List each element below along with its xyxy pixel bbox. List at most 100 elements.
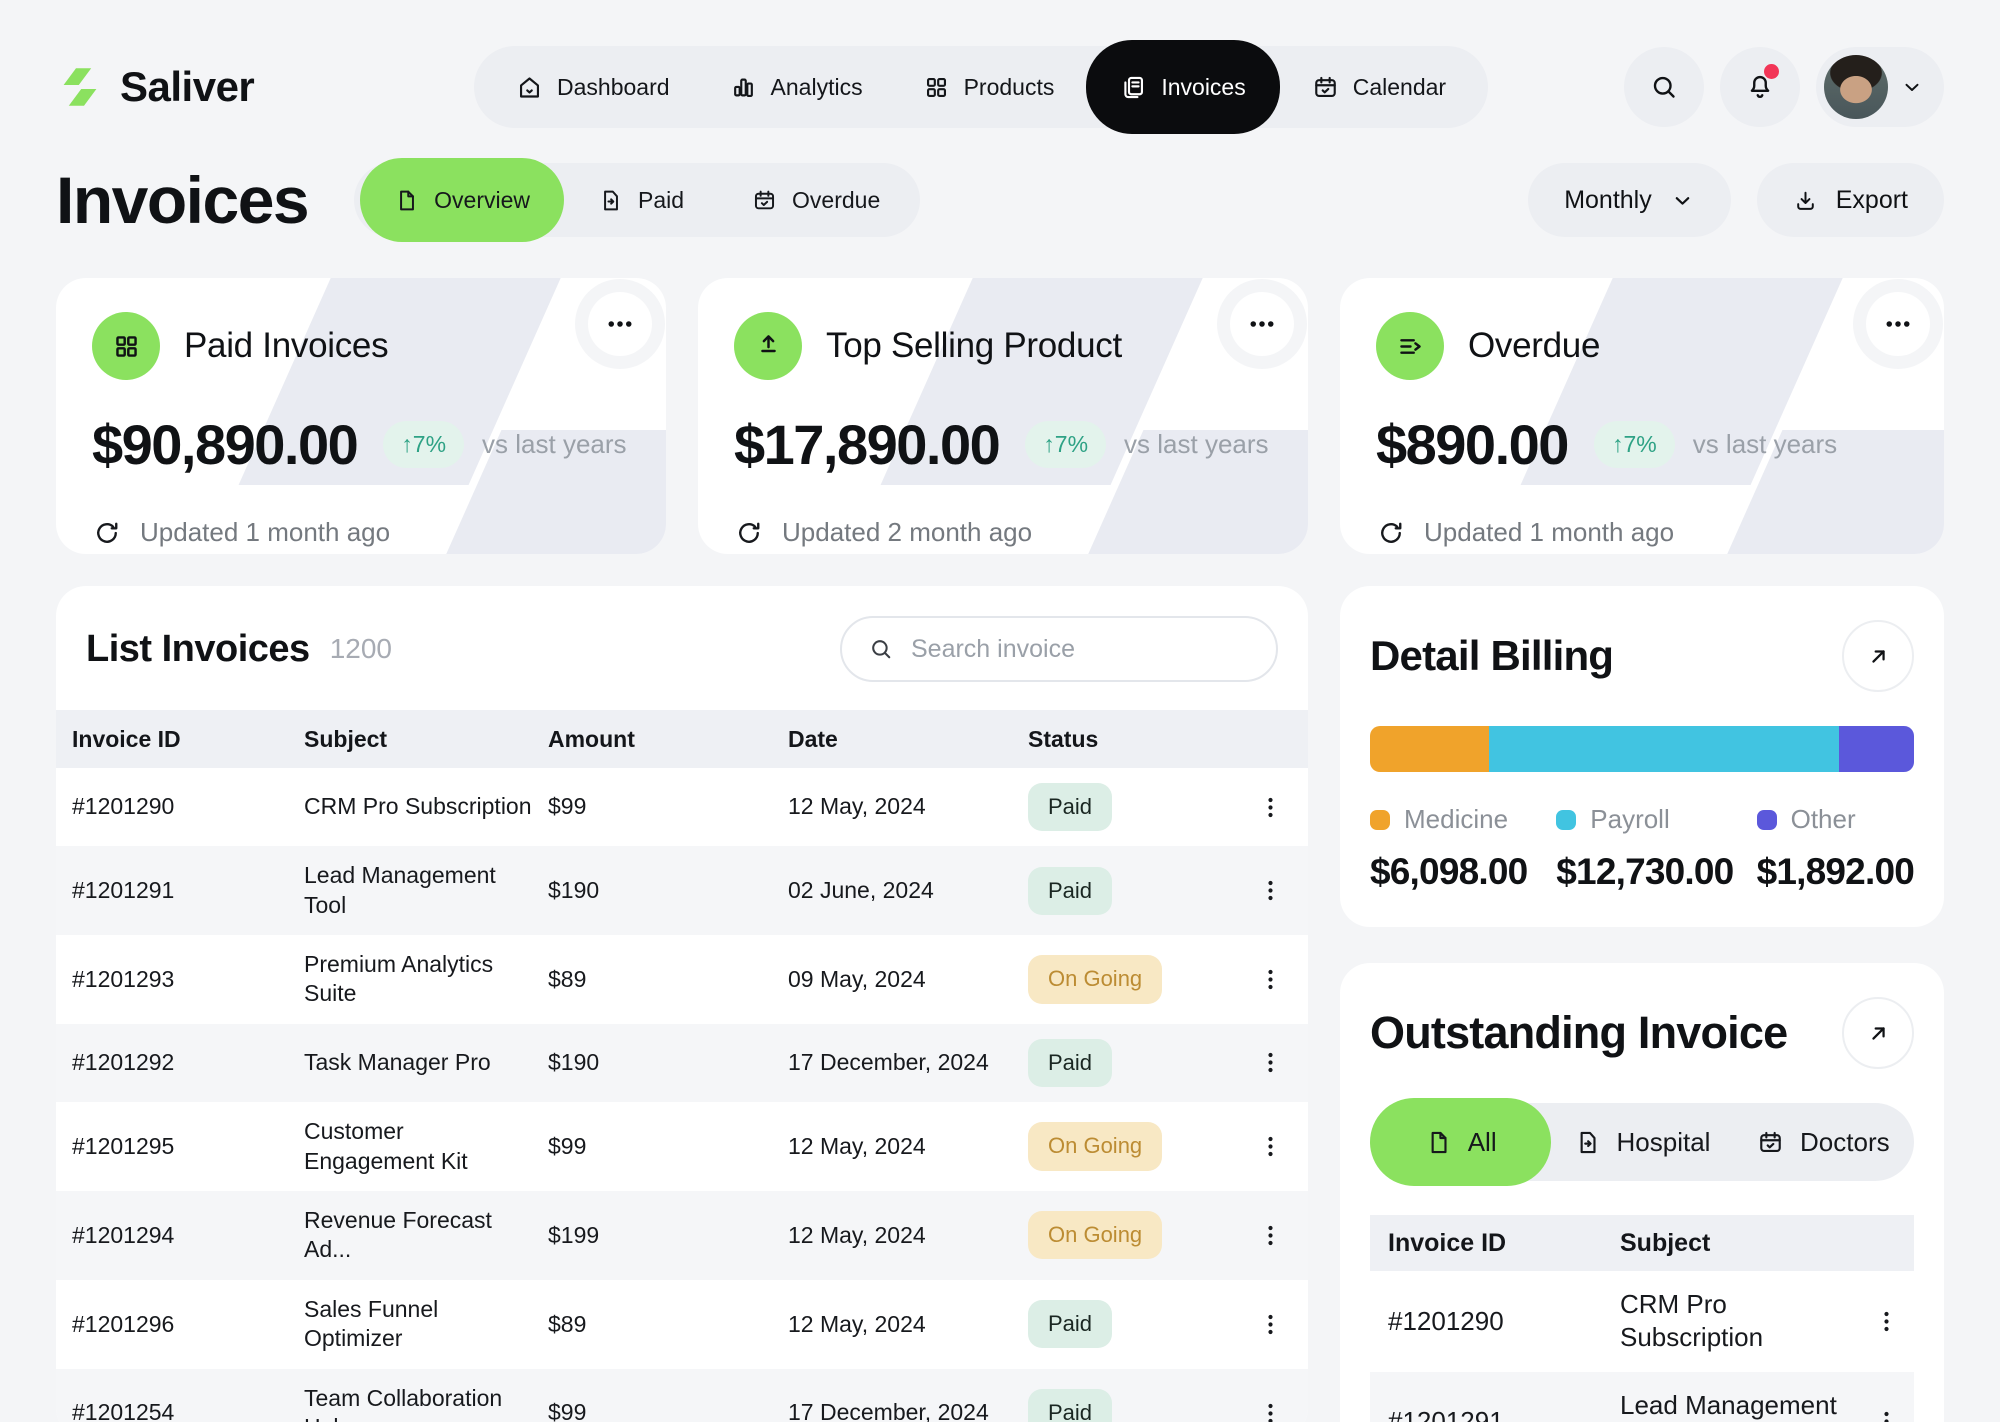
legend-dot (1556, 809, 1577, 830)
stat-card-top-selling-product: Top Selling Product $17,890.00 ↑7% vs last … (698, 278, 1308, 554)
bell-icon (1745, 72, 1775, 102)
row-menu-button[interactable] (1250, 1215, 1290, 1255)
page-header: Invoices Overview Paid Overdue Monthly Exp… (0, 128, 2000, 242)
outstanding-tab-hospital[interactable]: Hospital (1551, 1103, 1732, 1181)
export-button[interactable]: Export (1756, 163, 1944, 237)
table-row[interactable]: #1201292 Task Manager Pro $190 17 December,… (56, 1023, 1308, 1103)
detail-billing-open-button[interactable] (1842, 620, 1914, 692)
tab-label: Hospital (1616, 1126, 1711, 1157)
invoice-search[interactable] (840, 616, 1278, 682)
kebab-icon (1874, 1409, 1899, 1422)
tab-overdue[interactable]: Overdue (718, 163, 914, 237)
kebab-icon (1874, 1309, 1899, 1334)
cell-subject: Task Manager Pro (304, 1049, 491, 1076)
stat-card-header: Paid Invoices (92, 312, 630, 380)
row-menu-button[interactable] (1866, 1402, 1906, 1422)
column-header-subject: Subject (1620, 1215, 1866, 1271)
nav-item-invoices[interactable]: Invoices (1086, 40, 1280, 134)
home-icon (516, 74, 543, 101)
outstanding-tab-doctors[interactable]: Doctors (1733, 1103, 1914, 1181)
stat-card-slot: Overdue $890.00 ↑7% vs last years Updated 1 … (1340, 278, 1944, 554)
nav-item-calendar[interactable]: Calendar (1282, 46, 1476, 128)
stat-card-header: Overdue (1376, 312, 1908, 380)
cell-invoice-id: #1201291 (72, 876, 175, 903)
tab-overview[interactable]: Overview (360, 158, 564, 242)
stat-amount-row: $90,890.00 ↑7% vs last years (92, 412, 630, 477)
notifications-button[interactable] (1720, 47, 1800, 127)
table-row[interactable]: #1201291 Lead Management Tool $190 02 June,… (56, 846, 1308, 936)
table-row[interactable]: #1201254 Team Collaboration Hub $99 17 Dece… (56, 1368, 1308, 1422)
card-options-button[interactable] (1230, 292, 1294, 356)
stat-icon-circle (92, 312, 160, 380)
refresh-icon (734, 518, 764, 548)
cell-amount: $199 (548, 1221, 600, 1248)
kebab-icon (1258, 1134, 1283, 1159)
stat-icon-circle (1376, 312, 1444, 380)
outstanding-title: Outstanding Invoice (1370, 1007, 1788, 1058)
cell-subject: Lead Management Tool (304, 862, 496, 918)
header-actions: Monthly Export (1528, 163, 1944, 237)
nav-item-dashboard[interactable]: Dashboard (486, 46, 700, 128)
row-menu-button[interactable] (1250, 787, 1290, 827)
outstanding-open-button[interactable] (1842, 997, 1914, 1069)
cell-date: 17 December, 2024 (788, 1049, 989, 1076)
row-menu-button[interactable] (1250, 959, 1290, 999)
cell-amount: $89 (548, 1310, 587, 1337)
kebab-icon (1258, 795, 1283, 820)
main-content: Paid Invoices $90,890.00 ↑7% vs last years U… (0, 238, 2000, 1422)
cell-date: 17 December, 2024 (788, 1399, 989, 1422)
tab-paid[interactable]: Paid (564, 163, 718, 237)
cell-amount: $99 (548, 1132, 587, 1159)
kebab-icon (1258, 1312, 1283, 1337)
card-options-button[interactable] (588, 292, 652, 356)
cell-status: Paid (1028, 1024, 1250, 1102)
nav-item-products[interactable]: Products (893, 46, 1085, 128)
row-menu-button[interactable] (1250, 1127, 1290, 1167)
row-menu-button[interactable] (1866, 1301, 1906, 1341)
cell-status: Paid (1028, 768, 1250, 846)
cell-amount: $190 (548, 876, 600, 903)
list-item[interactable]: #1201291 Lead Management Tool (1370, 1371, 1914, 1422)
column-header-amount: Amount (548, 710, 788, 768)
nav-item-analytics[interactable]: Analytics (700, 46, 893, 128)
card-options-button[interactable] (1866, 292, 1930, 356)
kebab-icon (1258, 878, 1283, 903)
user-menu[interactable] (1816, 47, 1944, 127)
period-select[interactable]: Monthly (1528, 163, 1731, 237)
row-menu-button[interactable] (1250, 871, 1290, 911)
table-row[interactable]: #1201295 Customer Engagement Kit $99 12 May… (56, 1102, 1308, 1191)
kebab-icon (1258, 967, 1283, 992)
outstanding-table-header: Invoice ID Subject (1370, 1215, 1914, 1271)
row-menu-button[interactable] (1250, 1393, 1290, 1422)
saliver-logo-icon (56, 63, 104, 111)
chevron-down-icon (1670, 188, 1695, 213)
tab-label: Overdue (792, 186, 881, 213)
legend-payroll: Payroll (1556, 804, 1756, 835)
table-row[interactable]: #1201290 CRM Pro Subscription $99 12 May, 2… (56, 768, 1308, 846)
cell-invoice-id: #1201292 (72, 1049, 175, 1076)
cell-invoice-id: #1201290 (1388, 1305, 1504, 1336)
row-menu-button[interactable] (1250, 1304, 1290, 1344)
list-item[interactable]: #1201290 CRM Pro Subscription (1370, 1271, 1914, 1372)
delta-note: vs last years (482, 429, 627, 459)
table-row[interactable]: #1201293 Premium Analytics Suite $89 09 May… (56, 935, 1308, 1024)
calendar-icon (1312, 74, 1339, 101)
delta-badge: ↑7% (383, 421, 465, 468)
search-invoice-input[interactable] (909, 633, 1250, 665)
search-button[interactable] (1624, 47, 1704, 127)
row-menu-button[interactable] (1250, 1043, 1290, 1083)
stat-updated: Updated 1 month ago (1376, 517, 1908, 548)
stat-title: Top Selling Product (826, 326, 1122, 365)
billing-value-other: $1,892.00 (1756, 851, 1915, 892)
cell-subject: Lead Management Tool (1620, 1389, 1837, 1420)
cell-status: On Going (1028, 935, 1250, 1024)
period-label: Monthly (1564, 185, 1652, 214)
table-row[interactable]: #1201294 Revenue Forecast Ad... $199 12 May… (56, 1190, 1308, 1280)
delta-badge: ↑7% (1025, 421, 1107, 468)
list-arrow-icon (1395, 331, 1426, 362)
outstanding-table: Invoice ID Subject #1201290 CRM Pro Subscr… (1370, 1215, 1914, 1422)
outstanding-tab-all[interactable]: All (1370, 1098, 1552, 1186)
grid-icon (111, 331, 142, 362)
status-badge: On Going (1028, 955, 1163, 1004)
table-row[interactable]: #1201296 Sales Funnel Optimizer $89 12 May,… (56, 1280, 1308, 1369)
